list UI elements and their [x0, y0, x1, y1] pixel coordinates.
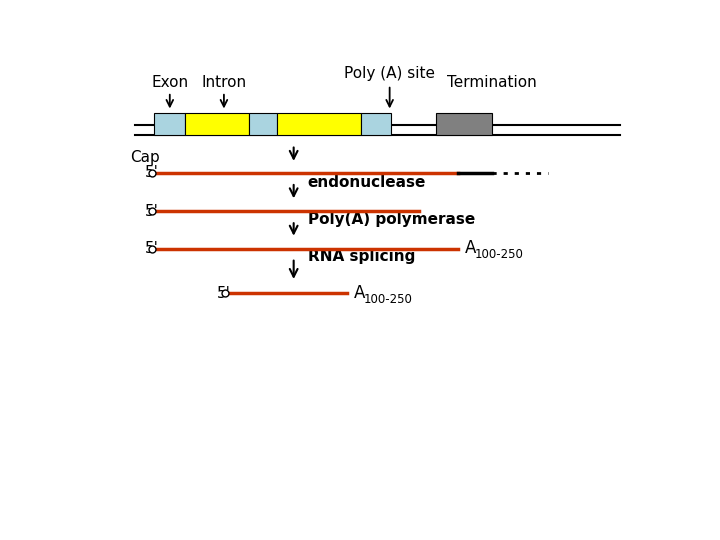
- Text: Termination: Termination: [447, 75, 536, 90]
- Bar: [154, 113, 185, 136]
- Text: 5': 5': [145, 165, 158, 180]
- Text: 5': 5': [145, 204, 158, 219]
- Text: Intron: Intron: [202, 75, 246, 90]
- Text: Exon: Exon: [151, 75, 189, 90]
- Bar: [436, 113, 492, 136]
- Bar: [361, 113, 392, 136]
- Text: endonuclease: endonuclease: [307, 174, 426, 190]
- Text: 5': 5': [145, 241, 158, 256]
- Text: Cap: Cap: [130, 150, 160, 165]
- Text: Poly (A) site: Poly (A) site: [344, 66, 435, 82]
- Text: RNA splicing: RNA splicing: [307, 249, 415, 265]
- Text: 5': 5': [217, 286, 231, 301]
- Bar: [185, 113, 249, 136]
- Bar: [249, 113, 277, 136]
- Text: Poly(A) polymerase: Poly(A) polymerase: [307, 212, 475, 227]
- Text: A: A: [354, 284, 365, 302]
- Text: 100-250: 100-250: [364, 293, 413, 306]
- Text: 100-250: 100-250: [475, 248, 524, 261]
- Bar: [277, 113, 361, 136]
- Text: A: A: [465, 239, 477, 256]
